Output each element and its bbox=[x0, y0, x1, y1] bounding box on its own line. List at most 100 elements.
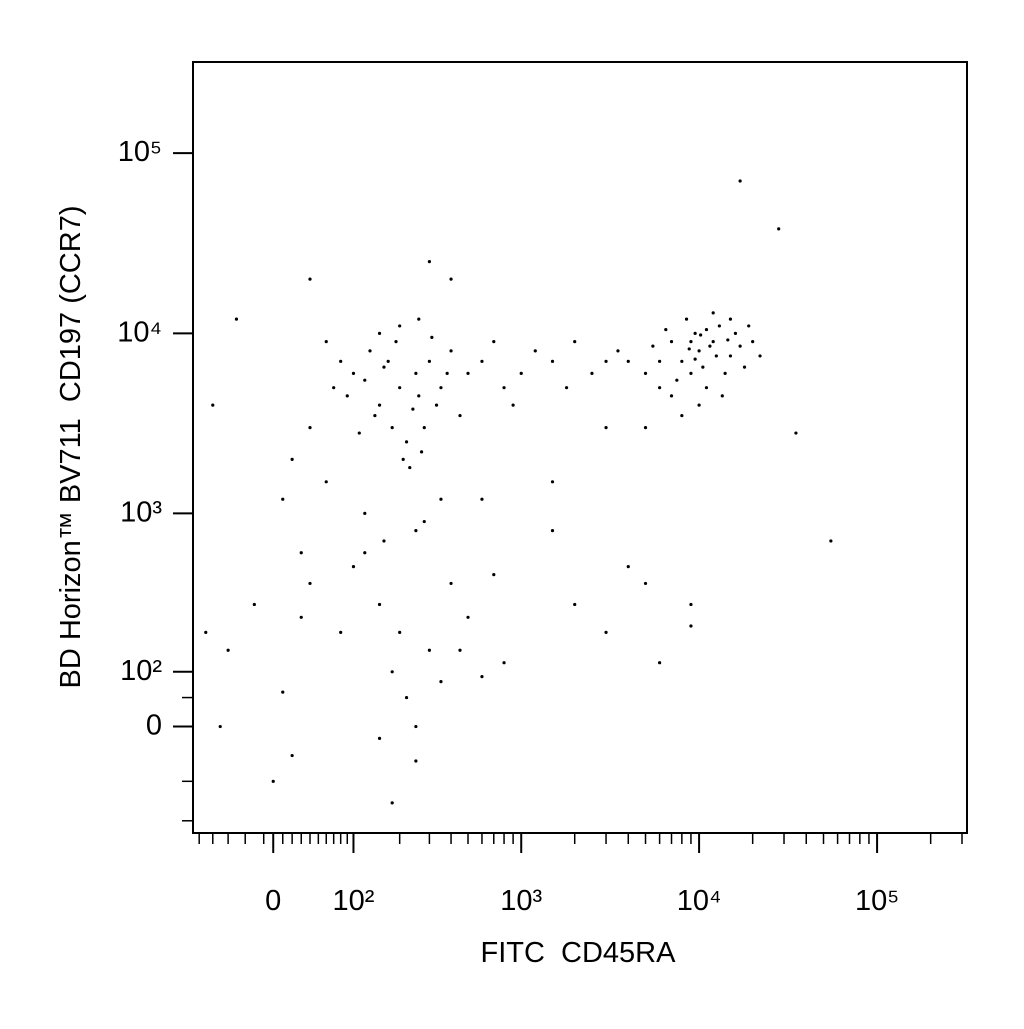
event-dot bbox=[616, 349, 620, 353]
event-dot bbox=[411, 407, 415, 411]
event-dot bbox=[519, 371, 523, 375]
event-dot bbox=[511, 403, 515, 407]
event-dot bbox=[550, 529, 555, 533]
event-dot bbox=[281, 690, 285, 694]
y-tick-label: 0 bbox=[146, 710, 162, 742]
event-dot bbox=[226, 648, 230, 652]
event-dot bbox=[439, 386, 443, 390]
event-dot bbox=[687, 347, 691, 351]
y-tick-label: 10⁵ bbox=[118, 136, 162, 168]
event-dot bbox=[675, 378, 679, 382]
event-dot bbox=[339, 630, 343, 634]
event-dot bbox=[502, 386, 506, 390]
event-dot bbox=[324, 480, 328, 484]
event-dot bbox=[422, 426, 426, 430]
event-dot bbox=[704, 327, 709, 332]
event-dot bbox=[742, 365, 747, 369]
event-dot bbox=[427, 260, 432, 264]
event-dot bbox=[449, 277, 453, 281]
event-dot bbox=[434, 403, 439, 407]
event-dot bbox=[308, 277, 312, 281]
event-dot bbox=[829, 539, 833, 543]
event-dot bbox=[398, 630, 402, 634]
event-dot bbox=[701, 365, 705, 369]
event-dot bbox=[308, 581, 312, 586]
event-dot bbox=[604, 426, 608, 430]
event-dot bbox=[492, 573, 496, 577]
event-dot bbox=[281, 497, 285, 501]
event-dot bbox=[604, 630, 608, 634]
event-dot bbox=[708, 344, 712, 348]
event-dot bbox=[377, 602, 382, 607]
event-dot bbox=[573, 602, 577, 607]
event-dot bbox=[573, 340, 577, 344]
event-dot bbox=[664, 327, 668, 332]
event-dot bbox=[699, 333, 703, 337]
event-dot bbox=[308, 426, 312, 430]
event-dot bbox=[738, 179, 742, 183]
event-dot bbox=[550, 480, 555, 484]
event-dot bbox=[711, 340, 715, 344]
event-dot bbox=[711, 311, 715, 315]
event-dot bbox=[345, 394, 349, 398]
event-dot bbox=[299, 615, 303, 619]
event-dot bbox=[404, 440, 409, 444]
event-dot bbox=[492, 340, 496, 344]
event-dot bbox=[728, 317, 733, 321]
event-dot bbox=[689, 602, 693, 607]
event-dot bbox=[299, 551, 303, 555]
event-dot bbox=[502, 661, 506, 665]
event-dot bbox=[758, 354, 762, 358]
event-dot bbox=[680, 359, 684, 363]
x-axis-title: FITC CD45RA bbox=[481, 937, 677, 969]
x-tick-label: 10⁵ bbox=[855, 885, 899, 917]
event-dot bbox=[728, 354, 733, 358]
event-dot bbox=[689, 371, 693, 375]
event-dot bbox=[590, 371, 594, 375]
event-dot bbox=[697, 403, 701, 407]
event-dot bbox=[684, 317, 689, 321]
y-tick-label: 10² bbox=[120, 655, 162, 687]
event-dot bbox=[332, 386, 336, 390]
y-axis-title: BD Horizon™ BV711 CD197 (CCR7) bbox=[55, 206, 87, 689]
event-dot bbox=[377, 403, 382, 407]
event-dot bbox=[339, 359, 343, 363]
event-dot bbox=[377, 331, 382, 335]
event-dot bbox=[669, 340, 674, 344]
event-dot bbox=[658, 661, 662, 665]
event-dot bbox=[466, 371, 470, 375]
event-dot bbox=[777, 227, 781, 231]
event-dot bbox=[458, 648, 462, 652]
event-dot bbox=[533, 349, 537, 353]
event-dot bbox=[697, 349, 701, 353]
event-dot bbox=[626, 565, 630, 569]
event-dot bbox=[689, 340, 693, 344]
event-dot bbox=[398, 324, 402, 328]
event-dot bbox=[324, 340, 328, 344]
event-dot bbox=[382, 365, 386, 369]
event-dot bbox=[357, 431, 361, 435]
x-tick-label: 10³ bbox=[500, 885, 542, 917]
event-dot bbox=[290, 457, 294, 461]
event-dot bbox=[414, 759, 418, 763]
y-tick-label: 10³ bbox=[120, 496, 162, 528]
event-dot bbox=[290, 753, 294, 758]
event-dot bbox=[717, 324, 721, 328]
event-dot bbox=[643, 426, 648, 430]
event-dot bbox=[373, 413, 377, 418]
event-dot bbox=[422, 519, 426, 524]
event-dot bbox=[564, 386, 569, 390]
event-dot bbox=[720, 394, 724, 398]
event-dot bbox=[351, 565, 356, 569]
event-dot bbox=[723, 371, 727, 375]
event-dot bbox=[351, 371, 356, 375]
event-dot bbox=[419, 450, 424, 454]
event-dot bbox=[689, 624, 693, 628]
x-tick-label: 10² bbox=[333, 885, 375, 917]
event-dot bbox=[738, 344, 742, 348]
event-dot bbox=[363, 551, 367, 555]
event-dot bbox=[390, 801, 394, 805]
event-dot bbox=[480, 675, 484, 679]
event-dot bbox=[439, 497, 443, 501]
event-dot bbox=[714, 354, 718, 358]
